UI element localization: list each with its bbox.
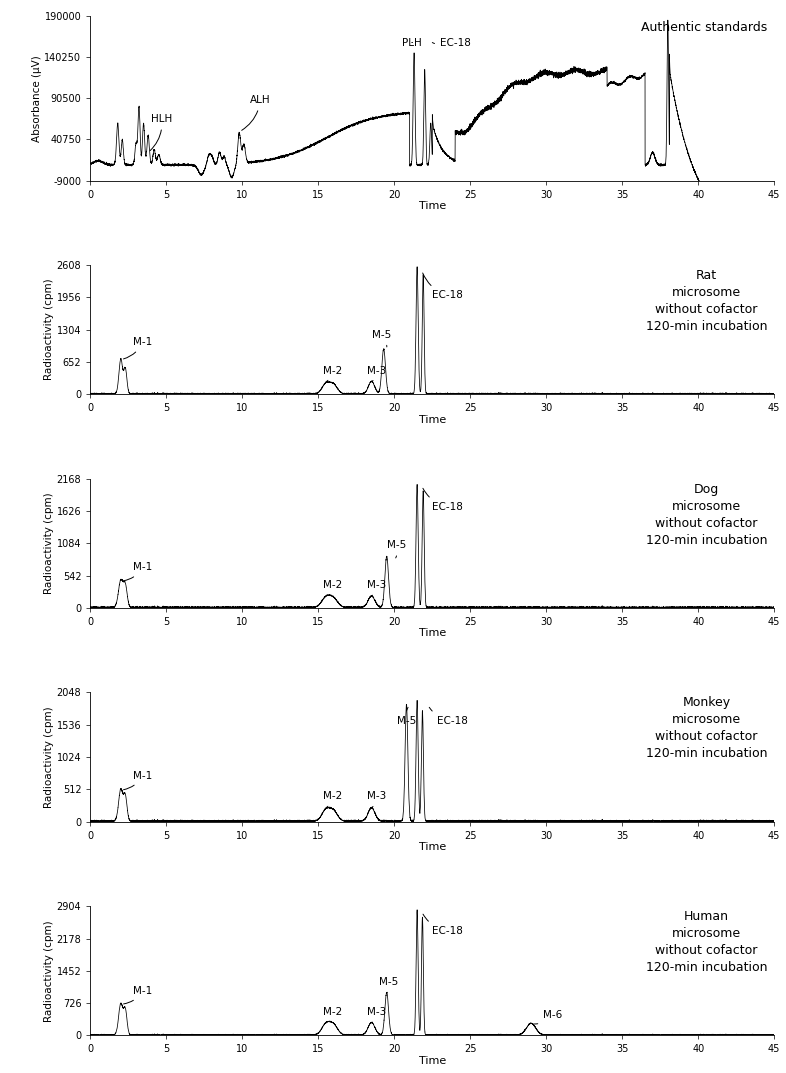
X-axis label: Time: Time [419, 842, 446, 852]
Text: M-5: M-5 [372, 329, 391, 347]
Text: M-6: M-6 [534, 1011, 563, 1024]
Text: Dog
microsome
without cofactor
120-min incubation: Dog microsome without cofactor 120-min i… [646, 483, 767, 546]
Text: EC-18: EC-18 [423, 488, 463, 512]
Text: M-5: M-5 [398, 707, 417, 725]
Text: M-3: M-3 [367, 366, 386, 382]
Text: EC-18: EC-18 [429, 707, 468, 725]
Text: HLH: HLH [150, 115, 172, 150]
Text: EC-18: EC-18 [423, 273, 463, 300]
Text: M-3: M-3 [367, 1008, 386, 1023]
Text: ALH: ALH [241, 95, 270, 130]
Text: M-1: M-1 [123, 770, 152, 790]
Text: Rat
microsome
without cofactor
120-min incubation: Rat microsome without cofactor 120-min i… [646, 269, 767, 333]
Text: M-2: M-2 [323, 366, 342, 382]
Text: Authentic standards: Authentic standards [641, 21, 767, 34]
Text: M-5: M-5 [379, 978, 399, 994]
Text: EC-18: EC-18 [423, 914, 463, 936]
Text: EC-18: EC-18 [432, 38, 471, 47]
Y-axis label: Radioactivity (cpm): Radioactivity (cpm) [44, 706, 54, 808]
X-axis label: Time: Time [419, 629, 446, 638]
Y-axis label: Radioactivity (cpm): Radioactivity (cpm) [44, 493, 54, 594]
Text: M-2: M-2 [323, 580, 342, 597]
X-axis label: Time: Time [419, 414, 446, 425]
Text: M-3: M-3 [367, 580, 386, 597]
Y-axis label: Radioactivity (cpm): Radioactivity (cpm) [44, 920, 53, 1021]
Y-axis label: Absorbance (μV): Absorbance (μV) [31, 55, 42, 142]
Y-axis label: Radioactivity (cpm): Radioactivity (cpm) [44, 279, 54, 381]
Text: M-1: M-1 [123, 337, 152, 359]
Text: M-1: M-1 [123, 562, 152, 580]
X-axis label: Time: Time [419, 1056, 446, 1065]
Text: M-2: M-2 [323, 1008, 342, 1023]
Text: M-3: M-3 [367, 792, 386, 808]
Text: M-5: M-5 [387, 541, 406, 558]
Text: M-2: M-2 [323, 792, 342, 808]
Text: Monkey
microsome
without cofactor
120-min incubation: Monkey microsome without cofactor 120-mi… [646, 696, 767, 761]
Text: M-1: M-1 [123, 986, 152, 1004]
Text: Human
microsome
without cofactor
120-min incubation: Human microsome without cofactor 120-min… [646, 910, 767, 974]
X-axis label: Time: Time [419, 201, 446, 211]
Text: PLH: PLH [402, 38, 421, 47]
